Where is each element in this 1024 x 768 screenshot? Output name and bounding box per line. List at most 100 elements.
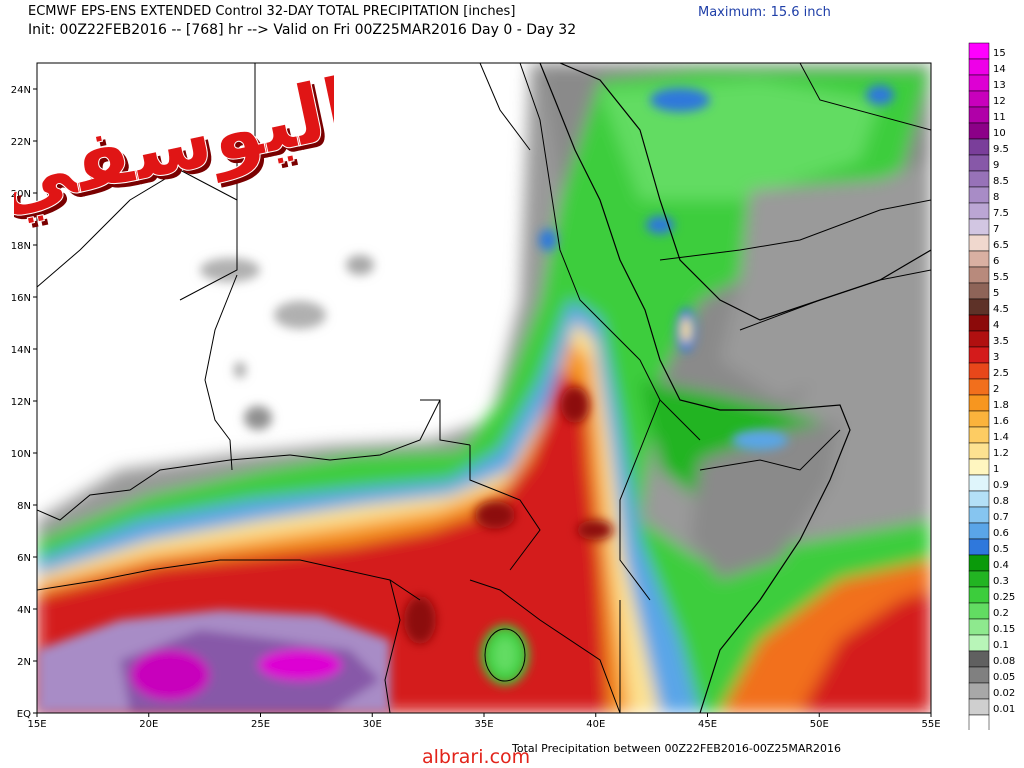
legend-label: 1.4 bbox=[993, 432, 1009, 443]
maximum-label: Maximum: 15.6 inch bbox=[698, 5, 831, 20]
legend-swatch bbox=[968, 74, 990, 92]
legend-swatch bbox=[968, 282, 990, 300]
legend-label: 10 bbox=[993, 128, 1006, 139]
legend-swatch bbox=[968, 202, 990, 220]
legend-label: 13 bbox=[993, 80, 1006, 91]
legend-swatch bbox=[968, 346, 990, 364]
legend-swatch bbox=[968, 58, 990, 76]
legend-swatch bbox=[968, 42, 990, 60]
legend-label: 0.1 bbox=[993, 640, 1009, 651]
longitude-axis: 15E 20E 25E 30E 35E 40E 45E 50E 55E bbox=[27, 713, 941, 730]
legend-swatch bbox=[968, 570, 990, 588]
legend-swatch bbox=[968, 234, 990, 252]
legend-swatch bbox=[968, 426, 990, 444]
site-watermark: albrari.com bbox=[422, 746, 531, 768]
legend-swatch bbox=[968, 714, 990, 730]
lon-tick-label: 45E bbox=[698, 719, 717, 730]
legend-label: 5.5 bbox=[993, 272, 1009, 283]
lon-tick-label: 15E bbox=[27, 719, 46, 730]
legend-swatch bbox=[968, 186, 990, 204]
legend-swatch bbox=[968, 410, 990, 428]
lat-tick-label: 18N bbox=[11, 241, 31, 252]
init-valid-line: Init: 00Z22FEB2016 -- [768] hr --> Valid… bbox=[28, 22, 577, 38]
legend-label: 0.02 bbox=[993, 688, 1015, 699]
legend-swatch bbox=[968, 298, 990, 316]
lat-tick-label: 24N bbox=[11, 85, 31, 96]
legend-swatch bbox=[968, 634, 990, 652]
legend-label: 7 bbox=[993, 224, 999, 235]
legend-swatch bbox=[968, 650, 990, 668]
lat-tick-label: 4N bbox=[17, 605, 31, 616]
legend-label: 14 bbox=[993, 64, 1006, 75]
lat-tick-label: 16N bbox=[11, 293, 31, 304]
legend-swatch bbox=[968, 666, 990, 684]
legend-swatch bbox=[968, 474, 990, 492]
legend-label: 9 bbox=[993, 160, 999, 171]
legend-label: 3.5 bbox=[993, 336, 1009, 347]
legend-swatch bbox=[968, 122, 990, 140]
legend-label: 6.5 bbox=[993, 240, 1009, 251]
legend-label: 2 bbox=[993, 384, 999, 395]
legend-label: 3 bbox=[993, 352, 999, 363]
legend-label: 4 bbox=[993, 320, 999, 331]
legend-swatch bbox=[968, 602, 990, 620]
legend-label: 0.7 bbox=[993, 512, 1009, 523]
legend-swatch bbox=[968, 170, 990, 188]
legend-swatch bbox=[968, 506, 990, 524]
legend-label: 6 bbox=[993, 256, 999, 267]
legend-swatch bbox=[968, 586, 990, 604]
legend-swatch bbox=[968, 154, 990, 172]
legend-label: 0.2 bbox=[993, 608, 1009, 619]
legend-swatch bbox=[968, 378, 990, 396]
lat-tick-label: 8N bbox=[17, 501, 31, 512]
lat-tick-label: 20N bbox=[11, 189, 31, 200]
legend-label: 0.01 bbox=[993, 704, 1015, 715]
legend-swatch bbox=[968, 490, 990, 508]
lon-tick-label: 40E bbox=[586, 719, 605, 730]
legend-swatch bbox=[968, 250, 990, 268]
lon-tick-label: 35E bbox=[474, 719, 493, 730]
lon-tick-label: 50E bbox=[810, 719, 829, 730]
lat-tick-label: 6N bbox=[17, 553, 31, 564]
precipitation-field bbox=[37, 63, 931, 713]
legend-label: 5 bbox=[993, 288, 999, 299]
lat-tick-label: 12N bbox=[11, 397, 31, 408]
color-legend: 1514131211109.598.587.576.565.554.543.53… bbox=[968, 42, 1015, 730]
legend-label: 1.8 bbox=[993, 400, 1009, 411]
legend-label: 0.6 bbox=[993, 528, 1009, 539]
legend-swatch bbox=[968, 682, 990, 700]
legend-label: 0.25 bbox=[993, 592, 1015, 603]
legend-swatch bbox=[968, 362, 990, 380]
legend-label: 12 bbox=[993, 96, 1006, 107]
legend-label: 8.5 bbox=[993, 176, 1009, 187]
lat-tick-label: 22N bbox=[11, 137, 31, 148]
legend-label: 9.5 bbox=[993, 144, 1009, 155]
svg-text:اليوسفي: اليوسفي bbox=[14, 60, 334, 229]
legend-swatch bbox=[968, 314, 990, 332]
legend-label: 0.8 bbox=[993, 496, 1009, 507]
legend-swatch bbox=[968, 266, 990, 284]
lat-tick-label: EQ bbox=[17, 709, 31, 720]
legend-label: 1.2 bbox=[993, 448, 1009, 459]
latitude-axis: EQ 2N 4N 6N 8N 10N 12N 14N 16N 18N 20N 22N 24N bbox=[11, 85, 37, 720]
legend-swatch bbox=[968, 218, 990, 236]
legend-swatch bbox=[968, 458, 990, 476]
legend-label: 0.15 bbox=[993, 624, 1015, 635]
legend-swatch bbox=[968, 554, 990, 572]
lat-tick-label: 2N bbox=[17, 657, 31, 668]
lon-tick-label: 20E bbox=[139, 719, 158, 730]
lon-tick-label: 25E bbox=[251, 719, 270, 730]
legend-swatch bbox=[968, 138, 990, 156]
legend-label: 8 bbox=[993, 192, 999, 203]
lon-tick-label: 55E bbox=[921, 719, 940, 730]
arabic-watermark-logo: اليوسفي اليوسفي bbox=[14, 60, 334, 234]
legend-swatch bbox=[968, 698, 990, 716]
legend-label: 2.5 bbox=[993, 368, 1009, 379]
legend-swatch bbox=[968, 90, 990, 108]
coastlines bbox=[539, 63, 931, 713]
legend-label: 1 bbox=[993, 464, 999, 475]
lat-tick-label: 10N bbox=[11, 449, 31, 460]
footer-caption: Total Precipitation between 00Z22FEB2016… bbox=[512, 742, 842, 755]
legend-swatch bbox=[968, 330, 990, 348]
